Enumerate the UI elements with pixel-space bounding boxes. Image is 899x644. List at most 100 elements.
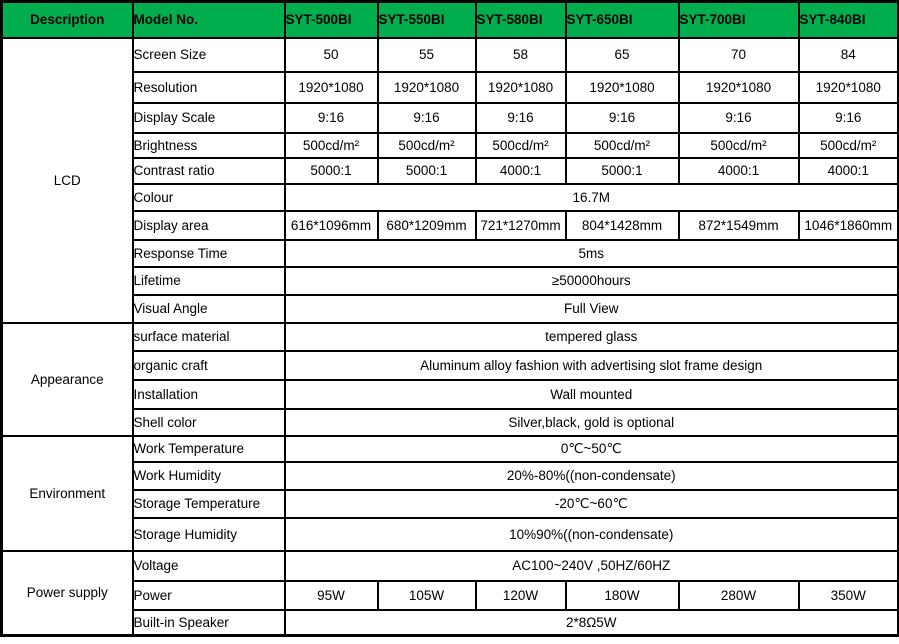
row-label: Power [131, 579, 286, 611]
cell-value: 1920*1080 [564, 70, 680, 104]
header-cell-description: Description [0, 0, 134, 39]
cell-value: 105W [376, 579, 477, 611]
cell-value-merged: 10%90%((non-condensate) [283, 516, 899, 552]
cell-value: 1920*1080 [283, 70, 379, 104]
row-label: Work Humidity [131, 460, 286, 491]
cell-value: 120W [474, 579, 567, 611]
cell-value-merged: Full View [283, 293, 899, 324]
cell-value: 180W [564, 579, 680, 611]
cell-value: 1920*1080 [797, 70, 899, 104]
cell-value: 5000:1 [376, 156, 477, 185]
header-cell-model-syt-650bi: SYT-650BI [564, 0, 680, 39]
table-row: Display Scale 9:16 9:16 9:16 9:16 9:16 9… [2, 101, 899, 134]
row-label: Screen Size [131, 36, 286, 73]
section-label-environment: Environment [0, 434, 134, 552]
cell-value: 1920*1080 [376, 70, 477, 104]
cell-value: 5000:1 [283, 156, 379, 185]
header-cell-model-syt-550bi: SYT-550BI [376, 0, 477, 39]
table-row: Resolution 1920*1080 1920*1080 1920*1080… [2, 70, 899, 104]
cell-value: 9:16 [797, 101, 899, 134]
cell-value: 4000:1 [677, 156, 800, 185]
header-cell-model-syt-500bi: SYT-500BI [283, 0, 379, 39]
header-cell-model-syt-840bi: SYT-840BI [797, 0, 899, 39]
cell-value: 1046*1860mm [797, 209, 899, 241]
section-label-lcd: LCD [0, 36, 134, 324]
row-label: Display area [131, 209, 286, 241]
cell-value: 872*1549mm [677, 209, 800, 241]
cell-value: 680*1209mm [376, 209, 477, 241]
cell-value: 9:16 [474, 101, 567, 134]
section-label-power-supply: Power supply [0, 549, 134, 637]
cell-value: 58 [474, 36, 567, 73]
header-cell-model-syt-700bi: SYT-700BI [677, 0, 800, 39]
row-label: Response Time [131, 238, 286, 268]
table-row: Installation Wall mounted [2, 378, 899, 410]
cell-value: 9:16 [283, 101, 379, 134]
cell-value: 500cd/m² [564, 131, 680, 159]
cell-value: 280W [677, 579, 800, 611]
cell-value-merged: 20%-80%((non-condensate) [283, 460, 899, 491]
cell-value-merged: Wall mounted [283, 378, 899, 410]
row-label: Built-in Speaker [131, 608, 286, 637]
row-label: Storage Humidity [131, 516, 286, 552]
cell-value: 70 [677, 36, 800, 73]
row-label: Voltage [131, 549, 286, 582]
cell-value-merged: 2*8Ω5W [283, 608, 899, 637]
table-row: Contrast ratio 5000:1 5000:1 4000:1 5000… [2, 156, 899, 185]
header-cell-model-syt-580bi: SYT-580BI [474, 0, 567, 39]
table-row: Power supply Voltage AC100~240V ,50HZ/60… [0, 549, 899, 637]
cell-value: 9:16 [376, 101, 477, 134]
cell-value-merged: tempered glass [283, 321, 899, 352]
row-label: Work Temperature [131, 434, 286, 463]
table-row: Environment Work Temperature 0℃~50℃ [0, 434, 899, 552]
cell-value: 1920*1080 [677, 70, 800, 104]
row-label: Resolution [131, 70, 286, 104]
cell-value: 9:16 [564, 101, 680, 134]
table-row: Storage Temperature -20℃~60℃ [2, 488, 899, 519]
cell-value: 721*1270mm [474, 209, 567, 241]
cell-value: 500cd/m² [474, 131, 567, 159]
row-label: surface material [131, 321, 286, 352]
table-row: Lifetime ≥50000hours [2, 265, 899, 296]
table-row: Brightness 500cd/m² 500cd/m² 500cd/m² 50… [2, 131, 899, 159]
cell-value: 9:16 [677, 101, 800, 134]
row-label: Lifetime [131, 265, 286, 296]
cell-value-merged: Aluminum alloy fashion with advertising … [283, 349, 899, 381]
row-label: Storage Temperature [131, 488, 286, 519]
cell-value-merged: Silver,black, gold is optional [283, 407, 899, 437]
cell-value: 1920*1080 [474, 70, 567, 104]
cell-value: 84 [797, 36, 899, 73]
cell-value-merged: -20℃~60℃ [283, 488, 899, 519]
cell-value-merged: 0℃~50℃ [283, 434, 899, 463]
cell-value: 500cd/m² [797, 131, 899, 159]
cell-value: 350W [797, 579, 899, 611]
header-cell-model-no: Model No. [131, 0, 286, 39]
table-row: Display area 616*1096mm 680*1209mm 721*1… [2, 209, 899, 241]
cell-value: 500cd/m² [376, 131, 477, 159]
row-label: Shell color [131, 407, 286, 437]
row-label: Contrast ratio [131, 156, 286, 185]
cell-value: 5000:1 [564, 156, 680, 185]
table-row: Response Time 5ms [2, 238, 899, 268]
table-row: Shell color Silver,black, gold is option… [2, 407, 899, 437]
cell-value: 65 [564, 36, 680, 73]
table-row: Work Humidity 20%-80%((non-condensate) [2, 460, 899, 491]
row-label: Visual Angle [131, 293, 286, 324]
cell-value: 50 [283, 36, 379, 73]
cell-value-merged: 5ms [283, 238, 899, 268]
table-row: Power 95W 105W 120W 180W 280W 350W [2, 579, 899, 611]
table-row: organic craft Aluminum alloy fashion wit… [2, 349, 899, 381]
row-label: Colour [131, 182, 286, 212]
row-label: Display Scale [131, 101, 286, 134]
cell-value-merged: 16.7M [283, 182, 899, 212]
section-label-appearance: Appearance [0, 321, 134, 437]
cell-value: 95W [283, 579, 379, 611]
cell-value: 500cd/m² [283, 131, 379, 159]
row-label: Brightness [131, 131, 286, 159]
cell-value: 500cd/m² [677, 131, 800, 159]
row-label: organic craft [131, 349, 286, 381]
table-row: Built-in Speaker 2*8Ω5W [2, 608, 899, 637]
cell-value: 4000:1 [474, 156, 567, 185]
